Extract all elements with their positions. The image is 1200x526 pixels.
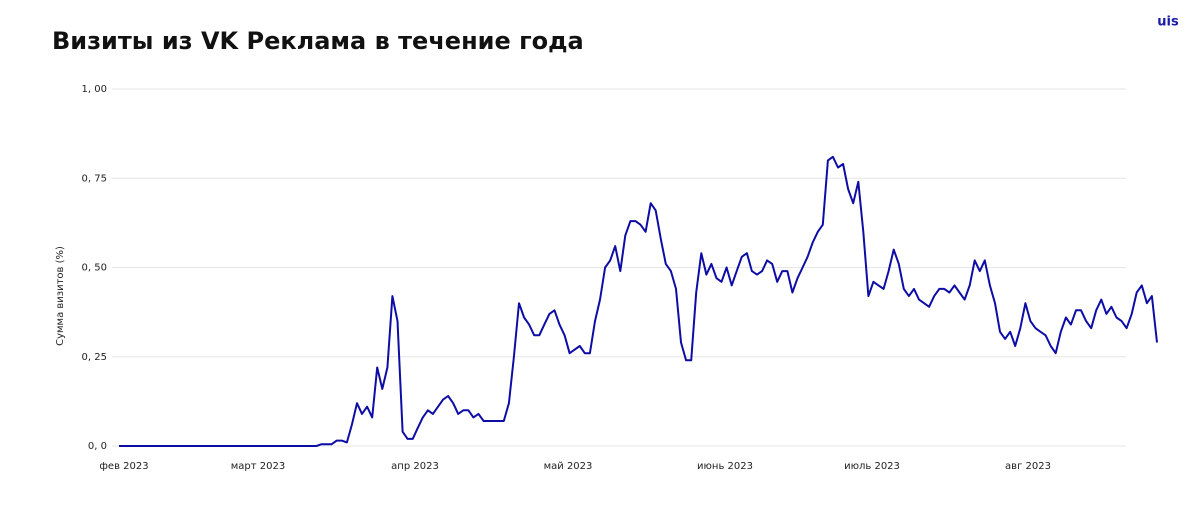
x-tick-label: март 2023 <box>231 461 285 472</box>
x-tick-label: июнь 2023 <box>697 461 753 472</box>
y-axis-label: Сумма визитов (%) <box>55 246 66 346</box>
y-tick-label: 1, 00 <box>82 84 107 95</box>
data-line <box>119 155 1158 447</box>
x-tick-label: май 2023 <box>544 461 593 472</box>
chart-title: Визиты из VK Реклама в течение года <box>52 27 584 55</box>
logo: uis <box>1157 15 1179 30</box>
x-tick-label: апр 2023 <box>391 461 439 472</box>
x-tick-label: фев 2023 <box>99 461 148 472</box>
y-tick-label: 0, 25 <box>82 352 107 363</box>
y-tick-label: 0, 75 <box>82 173 107 184</box>
y-tick-label: 0, 0 <box>88 441 107 452</box>
x-tick-label: авг 2023 <box>1005 461 1051 472</box>
y-tick-label: 0, 50 <box>82 263 107 274</box>
x-tick-label: июль 2023 <box>844 461 900 472</box>
